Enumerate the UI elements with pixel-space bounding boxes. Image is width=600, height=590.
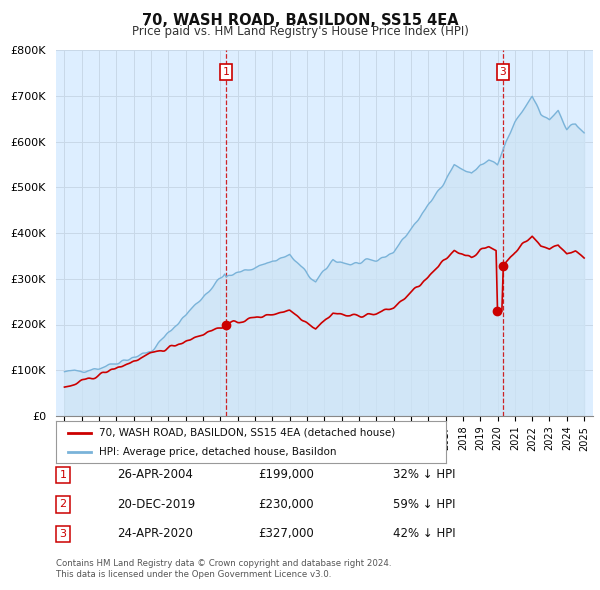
Text: 42% ↓ HPI: 42% ↓ HPI bbox=[393, 527, 455, 540]
Text: £199,000: £199,000 bbox=[258, 468, 314, 481]
Text: 3: 3 bbox=[59, 529, 67, 539]
Text: HPI: Average price, detached house, Basildon: HPI: Average price, detached house, Basi… bbox=[98, 447, 336, 457]
Text: 70, WASH ROAD, BASILDON, SS15 4EA: 70, WASH ROAD, BASILDON, SS15 4EA bbox=[142, 13, 458, 28]
Text: 70, WASH ROAD, BASILDON, SS15 4EA (detached house): 70, WASH ROAD, BASILDON, SS15 4EA (detac… bbox=[98, 428, 395, 438]
Text: Price paid vs. HM Land Registry's House Price Index (HPI): Price paid vs. HM Land Registry's House … bbox=[131, 25, 469, 38]
Text: Contains HM Land Registry data © Crown copyright and database right 2024.: Contains HM Land Registry data © Crown c… bbox=[56, 559, 391, 568]
Text: 26-APR-2004: 26-APR-2004 bbox=[117, 468, 193, 481]
Text: £230,000: £230,000 bbox=[258, 498, 314, 511]
Text: 32% ↓ HPI: 32% ↓ HPI bbox=[393, 468, 455, 481]
Text: £327,000: £327,000 bbox=[258, 527, 314, 540]
Text: 20-DEC-2019: 20-DEC-2019 bbox=[117, 498, 195, 511]
Text: 59% ↓ HPI: 59% ↓ HPI bbox=[393, 498, 455, 511]
Text: 3: 3 bbox=[500, 67, 506, 77]
Text: This data is licensed under the Open Government Licence v3.0.: This data is licensed under the Open Gov… bbox=[56, 571, 331, 579]
Text: 2: 2 bbox=[59, 500, 67, 509]
Text: 1: 1 bbox=[223, 67, 229, 77]
Text: 1: 1 bbox=[59, 470, 67, 480]
Text: 24-APR-2020: 24-APR-2020 bbox=[117, 527, 193, 540]
